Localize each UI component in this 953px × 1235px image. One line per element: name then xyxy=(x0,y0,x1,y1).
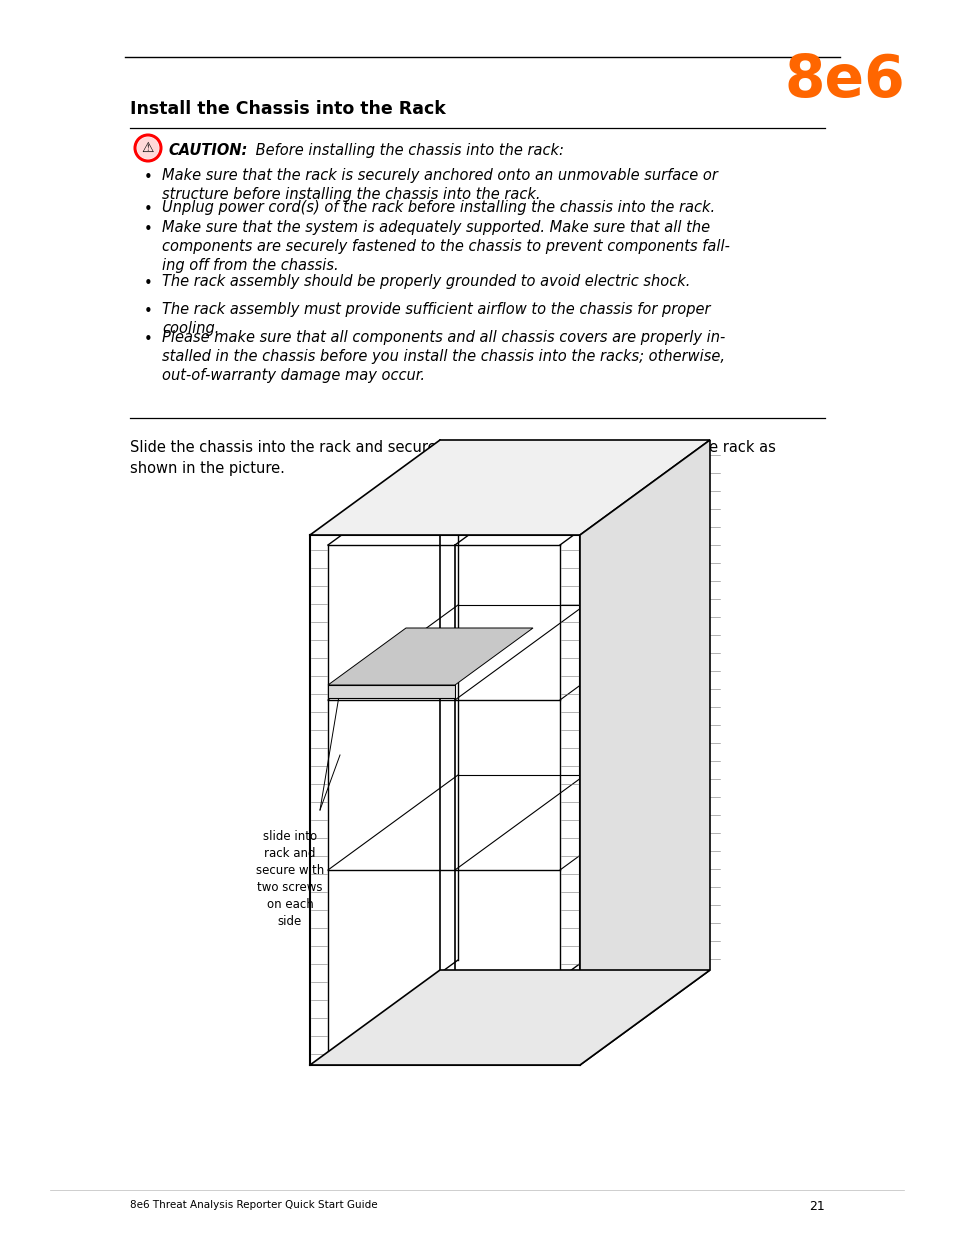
Text: 21: 21 xyxy=(808,1200,824,1213)
Text: 8e6 Threat Analysis Reporter Quick Start Guide: 8e6 Threat Analysis Reporter Quick Start… xyxy=(130,1200,377,1210)
Text: ⚠: ⚠ xyxy=(142,141,154,156)
Text: •: • xyxy=(144,332,152,347)
Text: The rack assembly should be properly grounded to avoid electric shock.: The rack assembly should be properly gro… xyxy=(162,274,690,289)
Polygon shape xyxy=(310,440,709,535)
Text: Slide the chassis into the rack and secure it with two screws on each side of th: Slide the chassis into the rack and secu… xyxy=(130,440,775,475)
Text: The rack assembly must provide sufficient airflow to the chassis for proper
cool: The rack assembly must provide sufficien… xyxy=(162,303,710,336)
Polygon shape xyxy=(579,440,709,1065)
Text: Make sure that the rack is securely anchored onto an unmovable surface or
struct: Make sure that the rack is securely anch… xyxy=(162,168,717,203)
Circle shape xyxy=(137,137,159,159)
Text: CAUTION:: CAUTION: xyxy=(168,143,247,158)
Text: Please make sure that all components and all chassis covers are properly in-
sta: Please make sure that all components and… xyxy=(162,330,724,383)
Polygon shape xyxy=(310,535,579,1065)
Polygon shape xyxy=(310,969,709,1065)
Text: 8e6: 8e6 xyxy=(783,52,904,109)
Text: Install the Chassis into the Rack: Install the Chassis into the Rack xyxy=(130,100,445,119)
Text: •: • xyxy=(144,203,152,217)
Text: •: • xyxy=(144,170,152,185)
Polygon shape xyxy=(328,685,455,698)
Text: Unplug power cord(s) of the rack before installing the chassis into the rack.: Unplug power cord(s) of the rack before … xyxy=(162,200,715,215)
Text: slide into
rack and
secure with
two screws
on each
side: slide into rack and secure with two scre… xyxy=(255,830,324,927)
Text: •: • xyxy=(144,275,152,291)
Polygon shape xyxy=(328,629,533,685)
Text: Before installing the chassis into the rack:: Before installing the chassis into the r… xyxy=(251,143,563,158)
Text: •: • xyxy=(144,222,152,237)
Text: Make sure that the system is adequately supported. Make sure that all the
compon: Make sure that the system is adequately … xyxy=(162,220,729,273)
Text: •: • xyxy=(144,304,152,319)
